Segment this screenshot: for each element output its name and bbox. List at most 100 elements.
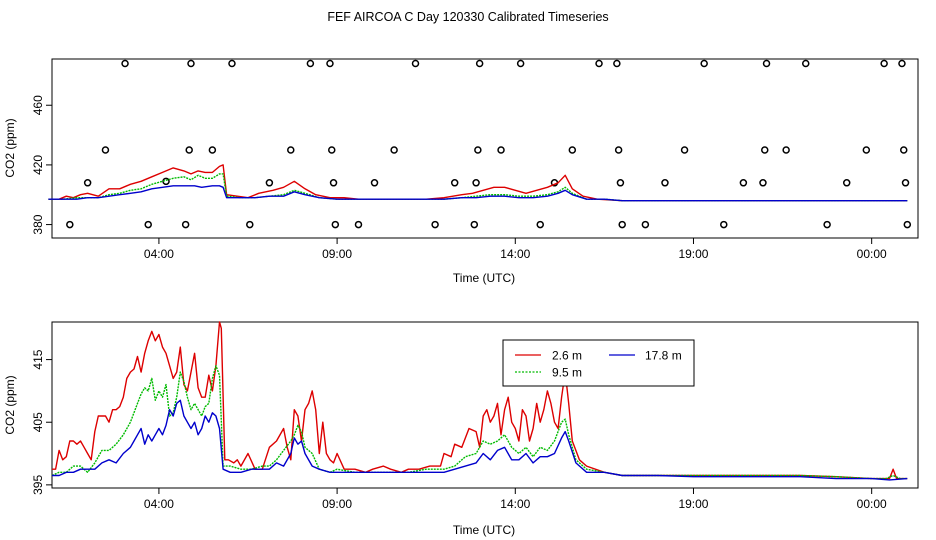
top-plot-frame <box>51 58 919 239</box>
bottom-x-tick-label-09-00: 09:00 <box>322 497 352 511</box>
top-marker-38 <box>618 220 626 229</box>
chart-title: FEF AIRCOA C Day 120330 Calibrated Times… <box>327 10 608 24</box>
top-x-axis-label: Time (UTC) <box>453 271 515 285</box>
top-series <box>48 164 908 202</box>
top-marker-23 <box>431 220 439 229</box>
top-marker-51 <box>842 179 851 187</box>
top-marker-45 <box>759 179 767 187</box>
legend-label-9-5m: 9.5 m <box>552 366 582 380</box>
top-x-tick-label-00-00: 00:00 <box>857 247 887 261</box>
top-marker-9 <box>208 146 217 154</box>
top-marker-17 <box>329 179 338 187</box>
top-marker-7 <box>185 146 193 154</box>
bottom-series-2-6-m <box>52 321 908 480</box>
bottom-x-axis-label: Time (UTC) <box>453 523 515 537</box>
top-marker-31 <box>536 220 544 229</box>
legend-label-2-6m: 2.6 m <box>552 349 582 363</box>
top-marker-40 <box>661 179 669 187</box>
bottom-x-tick-label-04-00: 04:00 <box>144 497 174 511</box>
top-marker-29 <box>497 146 505 154</box>
top-marker-53 <box>880 59 888 68</box>
top-marker-28 <box>475 59 484 68</box>
top-marker-18 <box>331 220 340 229</box>
top-x-axis: 04:00 09:00 14:00 19:00 00:00 <box>144 238 887 261</box>
bottom-y-axis-label: CO2 (ppm) <box>3 375 17 434</box>
top-marker-14 <box>306 59 315 68</box>
top-marker-43 <box>720 220 728 229</box>
bottom-x-tick-label-00-00: 00:00 <box>857 497 887 511</box>
top-marker-0 <box>66 220 74 229</box>
top-marker-30 <box>516 59 525 68</box>
top-x-tick-label-14-00: 14:00 <box>500 247 530 261</box>
bottom-y-tick-label-415: 415 <box>31 349 45 369</box>
top-marker-8 <box>187 59 195 68</box>
top-marker-6 <box>181 220 190 229</box>
legend-box <box>502 339 695 387</box>
top-marker-15 <box>326 59 334 68</box>
top-marker-33 <box>568 146 577 154</box>
top-y-tick-label-380: 380 <box>31 214 45 234</box>
top-marker-36 <box>614 146 623 154</box>
top-marker-41 <box>680 146 689 154</box>
top-marker-22 <box>411 59 420 68</box>
top-marker-11 <box>246 220 254 229</box>
top-marker-2 <box>101 146 110 154</box>
bottom-x-tick-label-19-00: 19:00 <box>678 497 708 511</box>
top-series-17-8-m <box>48 185 908 202</box>
top-marker-55 <box>899 146 908 154</box>
top-y-tick-label-460: 460 <box>31 95 45 115</box>
top-marker-47 <box>762 59 771 68</box>
top-marker-56 <box>901 179 910 187</box>
bottom-x-tick-label-14-00: 14:00 <box>500 497 530 511</box>
top-marker-46 <box>761 146 769 154</box>
top-panel: 380 420 460 04:00 09:00 14:00 19:00 00:00 Time… <box>3 58 919 285</box>
top-marker-42 <box>700 59 708 68</box>
top-marker-20 <box>370 179 379 187</box>
top-marker-19 <box>354 220 363 229</box>
top-marker-49 <box>801 59 810 68</box>
top-y-axis-label: CO2 (ppm) <box>3 118 17 177</box>
top-x-tick-label-19-00: 19:00 <box>678 247 708 261</box>
top-x-tick-label-09-00: 09:00 <box>322 247 352 261</box>
top-marker-10 <box>228 59 236 68</box>
bottom-series-9-5-m <box>51 365 908 480</box>
top-marker-1 <box>83 179 92 187</box>
top-marker-48 <box>782 146 790 154</box>
top-marker-44 <box>739 179 748 187</box>
legend-label-17-8m: 17.8 m <box>645 349 682 363</box>
top-y-tick-label-420: 420 <box>31 155 45 175</box>
top-marker-16 <box>328 146 336 154</box>
top-marker-12 <box>265 179 274 187</box>
top-marker-25 <box>470 220 479 229</box>
top-y-axis: 380 420 460 <box>31 95 52 235</box>
top-marker-27 <box>474 146 482 154</box>
top-marker-13 <box>287 146 295 154</box>
legend: 2.6 m 17.8 m 9.5 m <box>502 339 695 387</box>
top-markers <box>66 59 912 229</box>
bottom-y-axis: 395 405 415 <box>31 349 52 495</box>
top-marker-4 <box>144 220 152 229</box>
top-marker-24 <box>450 179 459 187</box>
bottom-plot-frame <box>51 321 919 489</box>
top-x-tick-label-04-00: 04:00 <box>144 247 174 261</box>
bottom-x-axis: 04:00 09:00 14:00 19:00 00:00 <box>144 488 887 511</box>
top-series-9-5-m <box>48 173 908 202</box>
top-marker-54 <box>898 59 906 68</box>
top-marker-26 <box>472 179 480 187</box>
top-marker-21 <box>390 146 398 154</box>
top-marker-57 <box>903 220 912 229</box>
bottom-series <box>51 321 908 481</box>
top-series-2-6-m <box>48 164 908 202</box>
top-marker-39 <box>641 220 650 229</box>
top-marker-35 <box>613 59 621 68</box>
bottom-series-17-8-m <box>52 399 908 481</box>
top-marker-34 <box>595 59 603 68</box>
top-marker-52 <box>862 146 871 154</box>
bottom-panel: 395 405 415 04:00 09:00 14:00 19:00 00:00 Time… <box>3 321 919 537</box>
top-marker-3 <box>121 59 129 68</box>
bottom-y-tick-label-395: 395 <box>31 475 45 495</box>
top-marker-50 <box>823 220 831 229</box>
top-marker-37 <box>616 179 625 187</box>
bottom-y-tick-label-405: 405 <box>31 412 45 432</box>
